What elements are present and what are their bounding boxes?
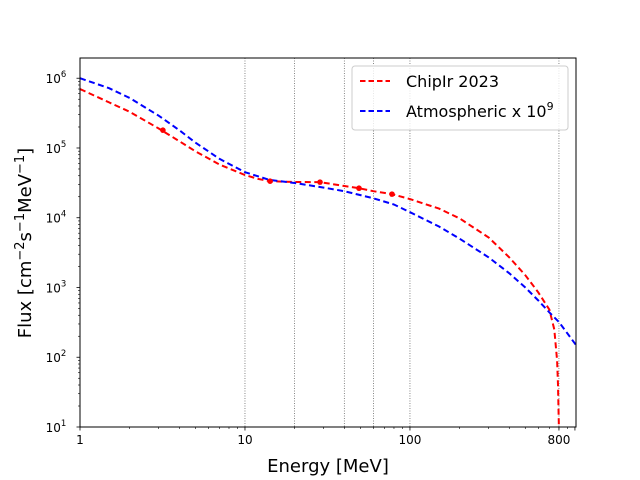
y-label-exp2: −1: [13, 213, 28, 232]
y-tick-exp: 1: [61, 419, 66, 429]
y-tick-base: 10: [46, 142, 61, 156]
plot-frame: [79, 57, 577, 428]
legend: ChipIr 2023 Atmospheric x 109: [351, 65, 569, 131]
x-tick-label: 10: [237, 433, 252, 447]
y-label-s: s: [15, 232, 36, 241]
curves: [80, 77, 576, 427]
y-tick-exp: 4: [61, 210, 66, 220]
y-axis-label: Flux [cm−2s−1MeV−1]: [13, 148, 36, 338]
data-point: [317, 179, 323, 185]
data-point: [356, 185, 362, 192]
y-tick-base: 10: [46, 281, 61, 295]
y-label-exp1: −2: [13, 241, 28, 260]
y-tick-label: 102: [46, 349, 67, 365]
x-tick-label: 1: [76, 433, 84, 447]
y-tick-label: 103: [46, 279, 67, 295]
y-label-exp3: −1: [13, 155, 28, 174]
y-tick-base: 10: [46, 351, 61, 365]
y-tick-label: 101: [46, 419, 67, 435]
legend-atmo-exp: 9: [547, 100, 554, 113]
y-tick-label: 105: [46, 140, 67, 156]
y-label-end: ]: [15, 148, 36, 155]
data-point: [267, 178, 273, 185]
legend-label-chipir: ChipIr 2023: [406, 72, 499, 91]
legend-atmo-base: Atmospheric x 10: [406, 102, 547, 121]
y-label-mev: MeV: [15, 173, 36, 213]
y-tick-label: 104: [46, 210, 67, 226]
y-tick-base: 10: [46, 421, 61, 435]
legend-box: [351, 65, 569, 131]
y-tick-base: 10: [46, 212, 61, 226]
y-tick-exp: 3: [61, 279, 66, 289]
x-ticks: 1 10 100 800: [76, 427, 576, 447]
series-line-0: [80, 88, 560, 427]
y-tick-exp: 6: [61, 70, 66, 80]
reference-lines: [244, 58, 560, 427]
x-axis-label: Energy [MeV]: [267, 456, 389, 477]
x-tick-label: 100: [399, 433, 422, 447]
y-tick-exp: 2: [61, 349, 66, 359]
y-label-base: Flux [cm: [15, 261, 36, 339]
y-tick-exp: 5: [61, 140, 66, 150]
y-tick-base: 10: [46, 72, 61, 86]
series-line-1: [80, 77, 576, 346]
y-tick-label: 106: [46, 70, 67, 86]
legend-label-atmospheric: Atmospheric x 109: [406, 100, 554, 121]
markers: [160, 127, 395, 197]
x-tick-label: 800: [547, 433, 570, 447]
data-point: [389, 191, 395, 197]
data-point: [160, 127, 166, 133]
